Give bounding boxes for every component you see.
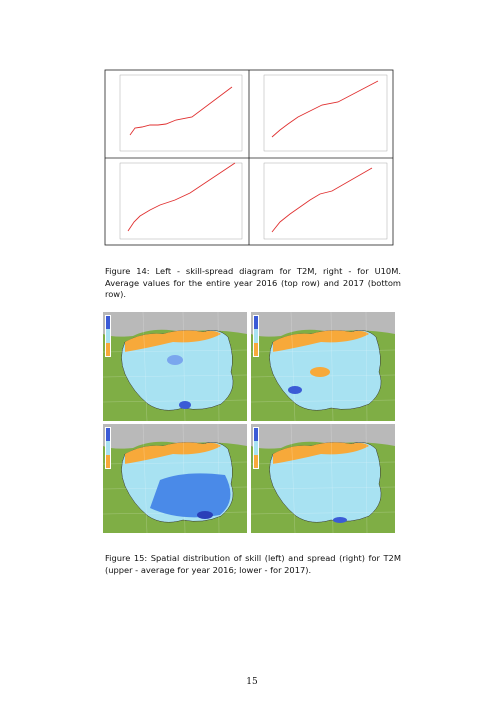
plot-frames bbox=[104, 69, 394, 246]
figure-14 bbox=[104, 69, 394, 246]
figure-15 bbox=[102, 311, 396, 534]
map-highlights bbox=[150, 355, 347, 523]
figure-caption: Figure 15: Spatial distribution of skill… bbox=[105, 553, 401, 575]
skill-spread-lines bbox=[127, 80, 379, 233]
figure-caption: Figure 14: Left - skill-spread diagram f… bbox=[105, 266, 401, 299]
page-number: 15 bbox=[246, 677, 258, 687]
